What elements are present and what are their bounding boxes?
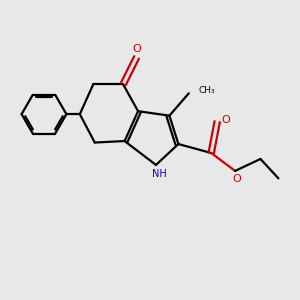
Text: CH₃: CH₃ [198,86,215,95]
Text: O: O [232,174,241,184]
Text: O: O [132,44,141,54]
Text: NH: NH [152,169,167,179]
Text: O: O [221,115,230,125]
